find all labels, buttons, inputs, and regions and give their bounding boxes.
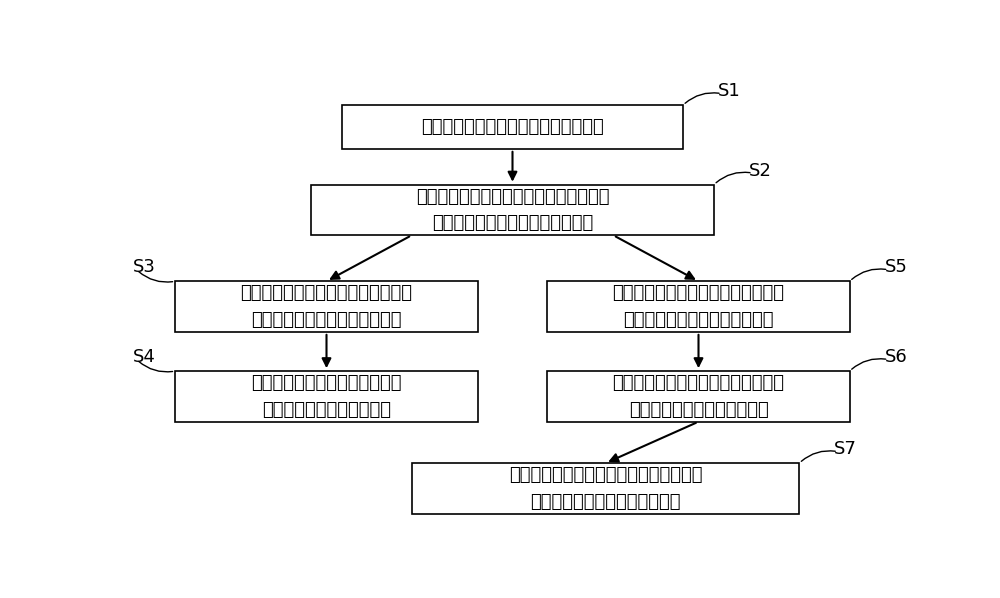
Text: 对温度场下引起层合结构特定变形的
机械载荷函数的系数进行预测: 对温度场下引起层合结构特定变形的 机械载荷函数的系数进行预测 [612,374,784,419]
FancyBboxPatch shape [175,371,478,422]
Text: S6: S6 [885,348,907,366]
Text: S3: S3 [133,258,156,276]
Text: 建立二维简支层合结构的精确解析模型: 建立二维简支层合结构的精确解析模型 [421,118,604,136]
Text: 建立温度场下层合结构机械载荷函数系数
和对应位移的神经网络训练数据集: 建立温度场下层合结构机械载荷函数系数 和对应位移的神经网络训练数据集 [416,188,609,232]
Text: 对温度场下层合结构在机械载荷
作用下的弹性变形进行预测: 对温度场下层合结构在机械载荷 作用下的弹性变形进行预测 [251,374,402,419]
Text: 以机械载荷系数作为输入，并以位移
作为输出，对神经网络进行训练: 以机械载荷系数作为输入，并以位移 作为输出，对神经网络进行训练 [240,285,413,329]
FancyBboxPatch shape [547,281,850,332]
FancyBboxPatch shape [342,105,683,149]
FancyBboxPatch shape [547,371,850,422]
Text: S5: S5 [885,258,907,276]
FancyBboxPatch shape [175,281,478,332]
FancyBboxPatch shape [412,463,799,514]
Text: S1: S1 [718,83,741,100]
Text: S7: S7 [834,440,857,458]
Text: S2: S2 [749,161,772,180]
FancyBboxPatch shape [311,185,714,235]
Text: 以位移作为输入，并以机械载荷系数
作为输出，对神经网络进行训练: 以位移作为输入，并以机械载荷系数 作为输出，对神经网络进行训练 [612,285,784,329]
Text: S4: S4 [133,348,156,366]
Text: 将预测得到的系数代入机械载荷函数，以
得到特定变形条件下的机械载荷: 将预测得到的系数代入机械载荷函数，以 得到特定变形条件下的机械载荷 [509,466,702,511]
